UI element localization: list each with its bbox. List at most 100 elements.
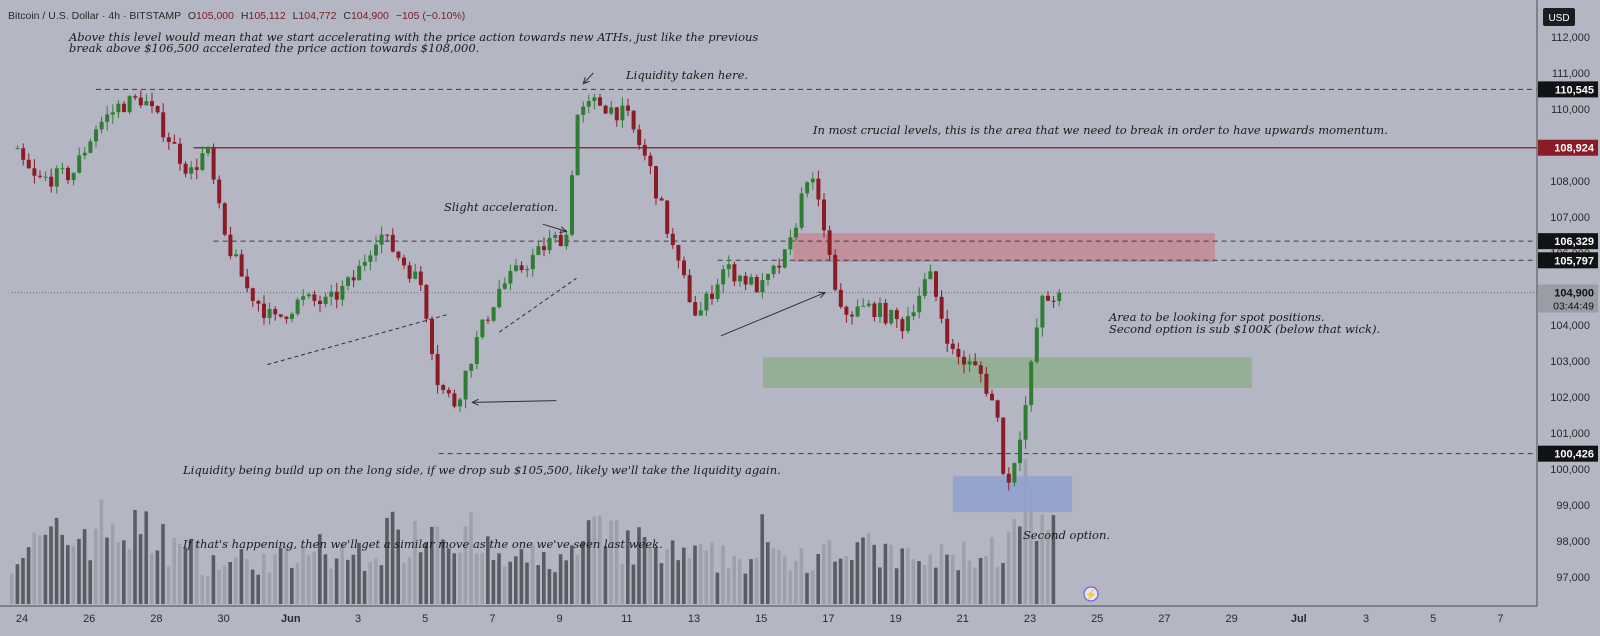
volume-bar — [1012, 518, 1016, 604]
candle-down — [542, 246, 546, 251]
candle-down — [284, 316, 289, 319]
volume-bar — [1018, 526, 1022, 604]
volume-bar — [122, 540, 126, 604]
candle-up — [362, 261, 367, 266]
annotation-spot-area-1: Area to be looking for spot positions. — [1108, 310, 1325, 324]
volume-bar — [368, 561, 372, 604]
candle-down — [978, 365, 983, 374]
volume-bar — [413, 521, 417, 604]
currency-label: USD — [1548, 13, 1569, 24]
currency-badge-bg — [1543, 8, 1575, 26]
volume-bar — [978, 558, 983, 604]
volume-bar — [82, 529, 87, 604]
date-tick-label: 19 — [889, 613, 901, 625]
candle-down — [334, 291, 339, 300]
lightning-icon[interactable]: ⚡ — [1083, 586, 1099, 602]
candle-down — [21, 148, 26, 160]
candle-down — [278, 314, 283, 317]
volume-bar — [547, 568, 552, 604]
candle-down — [558, 234, 563, 247]
horizontal-levels — [12, 88, 1537, 455]
volume-bar — [49, 526, 53, 604]
time-axis-panel[interactable] — [0, 606, 1537, 631]
candle-down — [838, 289, 843, 307]
volume-bar — [250, 569, 255, 604]
candle-down — [430, 318, 434, 355]
candle-up — [1034, 327, 1039, 362]
volume-bar — [435, 526, 440, 604]
candle-up — [469, 364, 474, 371]
volume-bar — [306, 555, 311, 604]
candle-down — [312, 294, 317, 301]
volume-bar — [206, 576, 210, 604]
candle-up — [77, 155, 82, 173]
volume-bar — [150, 553, 154, 604]
volume-bar — [385, 517, 389, 604]
date-tick-label: 3 — [1363, 613, 1369, 625]
candle-down — [603, 105, 608, 114]
volume-bar — [805, 572, 809, 604]
volume-bar — [693, 545, 697, 604]
price-label-bg — [1538, 81, 1598, 98]
volume-bar — [396, 529, 400, 604]
candle-down — [155, 106, 160, 113]
candle-down — [743, 275, 748, 285]
annotation-spot-area-2: Second option is sub $100K (below that w… — [1109, 322, 1380, 336]
currency-badge[interactable]: USD — [1543, 8, 1575, 26]
volume-bar — [670, 540, 675, 604]
zone-spot-area — [762, 357, 1252, 388]
candle-up — [374, 244, 378, 256]
date-tick-label: 30 — [217, 613, 229, 625]
candle-down — [973, 361, 978, 366]
candle-up — [592, 97, 597, 101]
candle-up — [290, 313, 294, 319]
volume-bar — [318, 534, 322, 604]
candle-down — [732, 264, 737, 282]
lightning-icon-glyph: ⚡ — [1085, 588, 1097, 601]
volume-bar — [833, 561, 837, 604]
annotation-crucial-levels: In most crucial levels, this is the area… — [812, 123, 1388, 137]
volume-bar — [1046, 529, 1050, 604]
date-tick-label: 11 — [621, 613, 632, 625]
candle-up — [94, 129, 98, 142]
volume-bar — [872, 544, 876, 604]
volume-bar — [228, 562, 232, 604]
candle-down — [452, 393, 457, 407]
candle-down — [883, 302, 888, 324]
candle-up — [889, 310, 894, 324]
volume-bar — [766, 542, 770, 604]
price-label-text: 106,329 — [1554, 236, 1594, 248]
candle-up — [379, 234, 384, 245]
volume-bar — [262, 553, 266, 604]
volume-bar — [861, 537, 865, 604]
bar-countdown: 03:44:49 — [1553, 301, 1594, 313]
price-label-bg — [1538, 139, 1598, 156]
date-tick-label: 5 — [1430, 613, 1436, 625]
volume-bar — [346, 559, 350, 604]
candle-down — [424, 285, 429, 319]
candle-up — [110, 112, 115, 115]
date-tick-label: 15 — [755, 613, 767, 625]
candle-down — [816, 178, 821, 200]
volume-bar — [430, 526, 434, 604]
candle-down — [850, 314, 854, 317]
candle-up — [771, 265, 776, 274]
volume-bar — [295, 562, 300, 604]
volume-bar — [894, 568, 899, 604]
candle-down — [1046, 295, 1050, 301]
arrow-head-3 — [818, 291, 827, 299]
volume-bar — [704, 550, 708, 604]
volume-bar — [446, 548, 451, 604]
candle-up — [267, 308, 272, 318]
volume-bar — [301, 546, 305, 604]
volume-bar — [710, 542, 714, 604]
candle-down — [872, 303, 877, 317]
annotation-top-note-2: break above $106,500 accelerated the pri… — [69, 41, 479, 55]
candle-down — [172, 141, 177, 144]
volume-bar — [234, 557, 238, 604]
candle-up — [514, 265, 518, 271]
price-tick-label: 110,000 — [1551, 104, 1590, 116]
volume-bar — [900, 548, 904, 604]
